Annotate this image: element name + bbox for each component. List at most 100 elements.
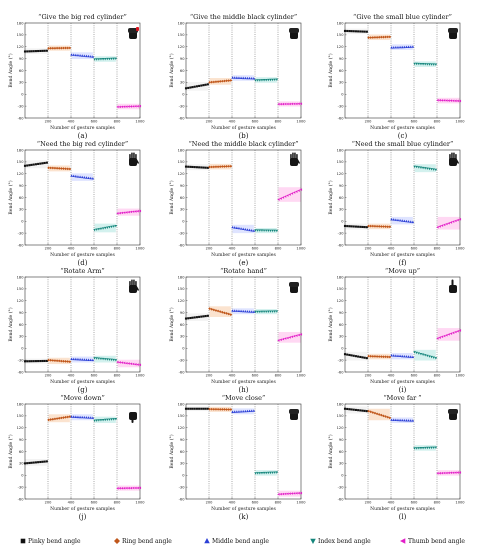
y-tick-label: 0 [21, 474, 24, 478]
data-point [198, 166, 201, 169]
data-point [288, 102, 291, 106]
data-point [114, 417, 118, 421]
data-point [423, 167, 427, 170]
data-point [254, 229, 257, 232]
data-point [106, 57, 109, 61]
y-tick-label: -30 [18, 485, 25, 489]
data-point [396, 218, 400, 222]
data-point [78, 175, 82, 178]
data-point [239, 410, 243, 413]
data-point [456, 471, 459, 474]
data-point [271, 310, 274, 313]
data-point [99, 58, 103, 61]
data-point [254, 79, 257, 82]
data-point [373, 224, 377, 228]
data-point [256, 472, 259, 475]
data-point [231, 309, 234, 312]
data-point [106, 418, 109, 422]
data-point [136, 209, 139, 213]
data-point [367, 36, 370, 40]
glove-thumb-shape [296, 159, 300, 164]
data-point [216, 407, 220, 411]
data-point [83, 416, 86, 419]
y-tick-label: 0 [182, 93, 185, 97]
data-point [62, 46, 65, 50]
data-point [449, 221, 453, 224]
data-point [41, 162, 44, 165]
data-point [118, 105, 121, 109]
legend-item: Ring bend angle [114, 538, 172, 545]
data-point [279, 338, 282, 341]
data-point [138, 486, 142, 490]
data-point [57, 46, 61, 50]
data-point [218, 407, 222, 411]
chart-title: “Need the small blue cylinder” [352, 140, 454, 148]
data-point [72, 174, 75, 178]
y-tick-label: 90 [180, 438, 185, 442]
chart-title: “Give the middle black cylinder” [190, 13, 297, 21]
data-point [41, 49, 44, 52]
data-point [216, 80, 220, 83]
y-tick-label: 150 [337, 160, 345, 164]
data-point [275, 78, 279, 81]
y-tick-label: -30 [338, 485, 345, 489]
data-point [417, 166, 421, 169]
y-tick-label: 120 [337, 45, 345, 49]
x-tick-label: 600 [411, 247, 419, 251]
chart-title: “Move up” [385, 267, 420, 275]
data-point [57, 167, 61, 170]
y-axis-label: Bend Angle (°) [168, 434, 175, 468]
data-point [271, 471, 274, 475]
data-point [365, 410, 368, 413]
y-tick-label: 180 [17, 275, 25, 279]
data-point [277, 339, 280, 342]
y-tick-label: 30 [19, 335, 24, 339]
y-tick-label: 120 [337, 426, 345, 430]
data-point [421, 63, 425, 66]
data-point [419, 352, 423, 356]
data-point [138, 209, 142, 213]
data-point [62, 416, 65, 419]
data-point [430, 446, 433, 450]
y-tick-label: 90 [339, 184, 344, 188]
data-point [379, 35, 383, 39]
data-point [295, 102, 298, 106]
data-point [239, 227, 243, 230]
data-point [405, 355, 408, 358]
plot-frame [344, 22, 461, 119]
data-point [51, 359, 55, 362]
y-axis-label: Bend Angle (°) [327, 53, 334, 87]
data-point [423, 354, 427, 357]
y-tick-label: -60 [18, 116, 25, 120]
data-point [89, 176, 92, 180]
x-tick-label: 800 [275, 374, 283, 378]
x-axis-label: Number of gesture samples [370, 252, 435, 258]
data-point [66, 167, 70, 171]
y-tick-label: -30 [179, 485, 186, 489]
x-tick-label: 600 [252, 247, 260, 251]
data-point [371, 411, 375, 414]
data-point [85, 54, 88, 58]
data-point [361, 409, 364, 412]
data-point [288, 193, 291, 196]
y-tick-label: 180 [337, 275, 345, 279]
data-point [212, 308, 216, 312]
y-tick-label: 90 [180, 311, 185, 315]
data-point [428, 446, 431, 450]
data-point [47, 46, 50, 50]
data-point [23, 50, 27, 53]
data-point [231, 76, 234, 79]
x-axis-label: Number of gesture samples [50, 379, 115, 385]
x-tick-label: 400 [388, 501, 396, 505]
data-point [204, 166, 207, 169]
data-point [426, 63, 429, 66]
data-point [447, 333, 450, 336]
data-point [204, 315, 207, 318]
x-tick-label: 200 [206, 120, 214, 124]
data-point [288, 336, 291, 339]
x-axis-label: Number of gesture samples [370, 379, 435, 385]
data-point [262, 79, 266, 82]
x-tick-label: 200 [45, 374, 53, 378]
data-point [436, 337, 439, 340]
